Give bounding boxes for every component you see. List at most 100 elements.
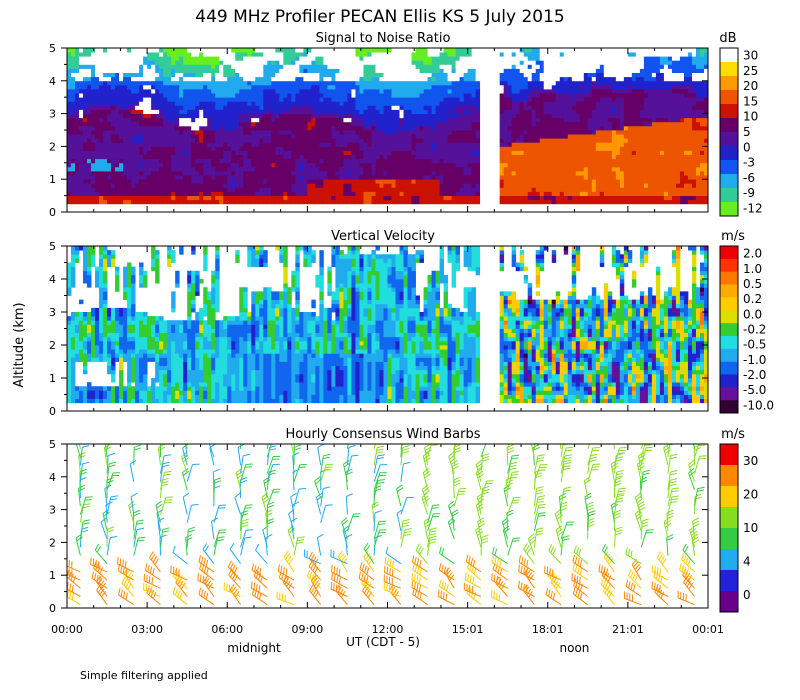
snr-cell bbox=[447, 97, 452, 102]
snr-cell bbox=[575, 97, 581, 102]
snr-cell bbox=[331, 80, 336, 86]
snr-cell bbox=[259, 138, 264, 143]
snr-cell bbox=[559, 117, 565, 123]
snr-cell bbox=[175, 89, 180, 94]
snr-cell bbox=[515, 52, 521, 57]
snr-cell bbox=[303, 52, 308, 57]
snr-cell bbox=[95, 117, 100, 123]
snr-cell bbox=[607, 93, 613, 98]
snr-cell bbox=[299, 154, 304, 160]
snr-cell bbox=[83, 191, 88, 196]
snr-cell bbox=[499, 60, 505, 65]
snr-cell bbox=[151, 52, 156, 57]
snr-cell bbox=[283, 138, 288, 143]
snr-cell bbox=[611, 162, 617, 168]
snr-cell bbox=[467, 146, 473, 151]
snr-cell bbox=[239, 109, 244, 114]
snr-cell bbox=[95, 93, 100, 98]
snr-cell bbox=[387, 134, 392, 139]
snr-cell bbox=[419, 125, 424, 131]
snr-cell bbox=[291, 56, 296, 61]
snr-cell bbox=[507, 121, 513, 127]
snr-cell bbox=[535, 183, 541, 188]
snr-cell bbox=[159, 158, 164, 164]
snr-cell bbox=[183, 130, 188, 135]
snr-cell bbox=[427, 52, 432, 57]
snr-cell bbox=[559, 150, 565, 155]
snr-cell bbox=[503, 130, 509, 135]
snr-cell bbox=[271, 175, 276, 180]
snr-cell bbox=[303, 191, 308, 196]
snr-cell bbox=[247, 93, 252, 98]
snr-cell bbox=[307, 101, 312, 106]
snr-cell bbox=[107, 89, 112, 94]
snr-cell bbox=[327, 154, 332, 160]
snr-cell bbox=[227, 158, 232, 164]
snr-cell bbox=[511, 175, 517, 180]
snr-cell bbox=[295, 89, 300, 94]
snr-cell bbox=[519, 121, 525, 127]
snr-cell bbox=[187, 64, 192, 69]
snr-cell bbox=[199, 80, 204, 86]
snr-cell bbox=[199, 142, 204, 147]
snr-cell bbox=[203, 93, 208, 98]
snr-cell bbox=[515, 68, 521, 73]
snr-cell bbox=[415, 125, 420, 131]
snr-cell bbox=[139, 68, 144, 73]
snr-cell bbox=[267, 154, 272, 160]
snr-cell bbox=[515, 191, 521, 196]
snr-cell bbox=[111, 199, 116, 205]
snr-cell bbox=[411, 121, 416, 127]
snr-cell bbox=[71, 121, 76, 127]
snr-cell bbox=[559, 101, 565, 106]
snr-cell bbox=[431, 105, 436, 110]
snr-cell bbox=[579, 60, 585, 65]
snr-cell bbox=[567, 72, 573, 78]
snr-cell bbox=[439, 134, 444, 139]
snr-cell bbox=[379, 60, 384, 65]
snr-cell bbox=[575, 60, 581, 65]
snr-cell bbox=[551, 187, 557, 192]
snr-cell bbox=[203, 84, 208, 90]
snr-cell bbox=[235, 89, 240, 94]
snr-cell bbox=[271, 84, 276, 90]
snr-cell bbox=[175, 171, 180, 176]
snr-cell bbox=[507, 142, 513, 147]
snr-cell bbox=[139, 93, 144, 98]
snr-cell bbox=[91, 125, 96, 131]
snr-cell bbox=[331, 187, 336, 192]
snr-cell bbox=[239, 84, 244, 90]
snr-cell bbox=[539, 125, 545, 131]
snr-cell bbox=[523, 89, 529, 94]
snr-cell bbox=[551, 64, 557, 69]
snr-cell bbox=[275, 89, 280, 94]
snr-cell bbox=[71, 68, 76, 73]
snr-cell bbox=[471, 60, 477, 65]
snr-cell bbox=[143, 175, 148, 180]
snr-cell bbox=[215, 166, 220, 172]
snr-cell bbox=[211, 117, 216, 123]
snr-cell bbox=[423, 142, 428, 147]
snr-cell bbox=[415, 187, 420, 192]
snr-cell bbox=[519, 166, 525, 172]
snr-cell bbox=[347, 175, 352, 180]
snr-cell bbox=[547, 80, 553, 86]
snr-cell bbox=[579, 166, 585, 172]
snr-cell bbox=[399, 142, 404, 147]
snr-cell bbox=[71, 150, 76, 155]
snr-cell bbox=[187, 101, 192, 106]
snr-cell bbox=[275, 150, 280, 155]
snr-cell bbox=[583, 113, 589, 119]
snr-cell bbox=[239, 142, 244, 147]
snr-cell bbox=[235, 138, 240, 143]
snr-cell bbox=[435, 183, 440, 188]
snr-cell bbox=[235, 187, 240, 192]
snr-cell bbox=[215, 117, 220, 123]
snr-cell bbox=[279, 166, 284, 172]
snr-cell bbox=[423, 68, 428, 73]
snr-cell bbox=[111, 117, 116, 123]
snr-cell bbox=[119, 80, 124, 86]
snr-cell bbox=[223, 84, 228, 90]
snr-cell bbox=[235, 72, 240, 78]
snr-cell bbox=[251, 158, 256, 164]
